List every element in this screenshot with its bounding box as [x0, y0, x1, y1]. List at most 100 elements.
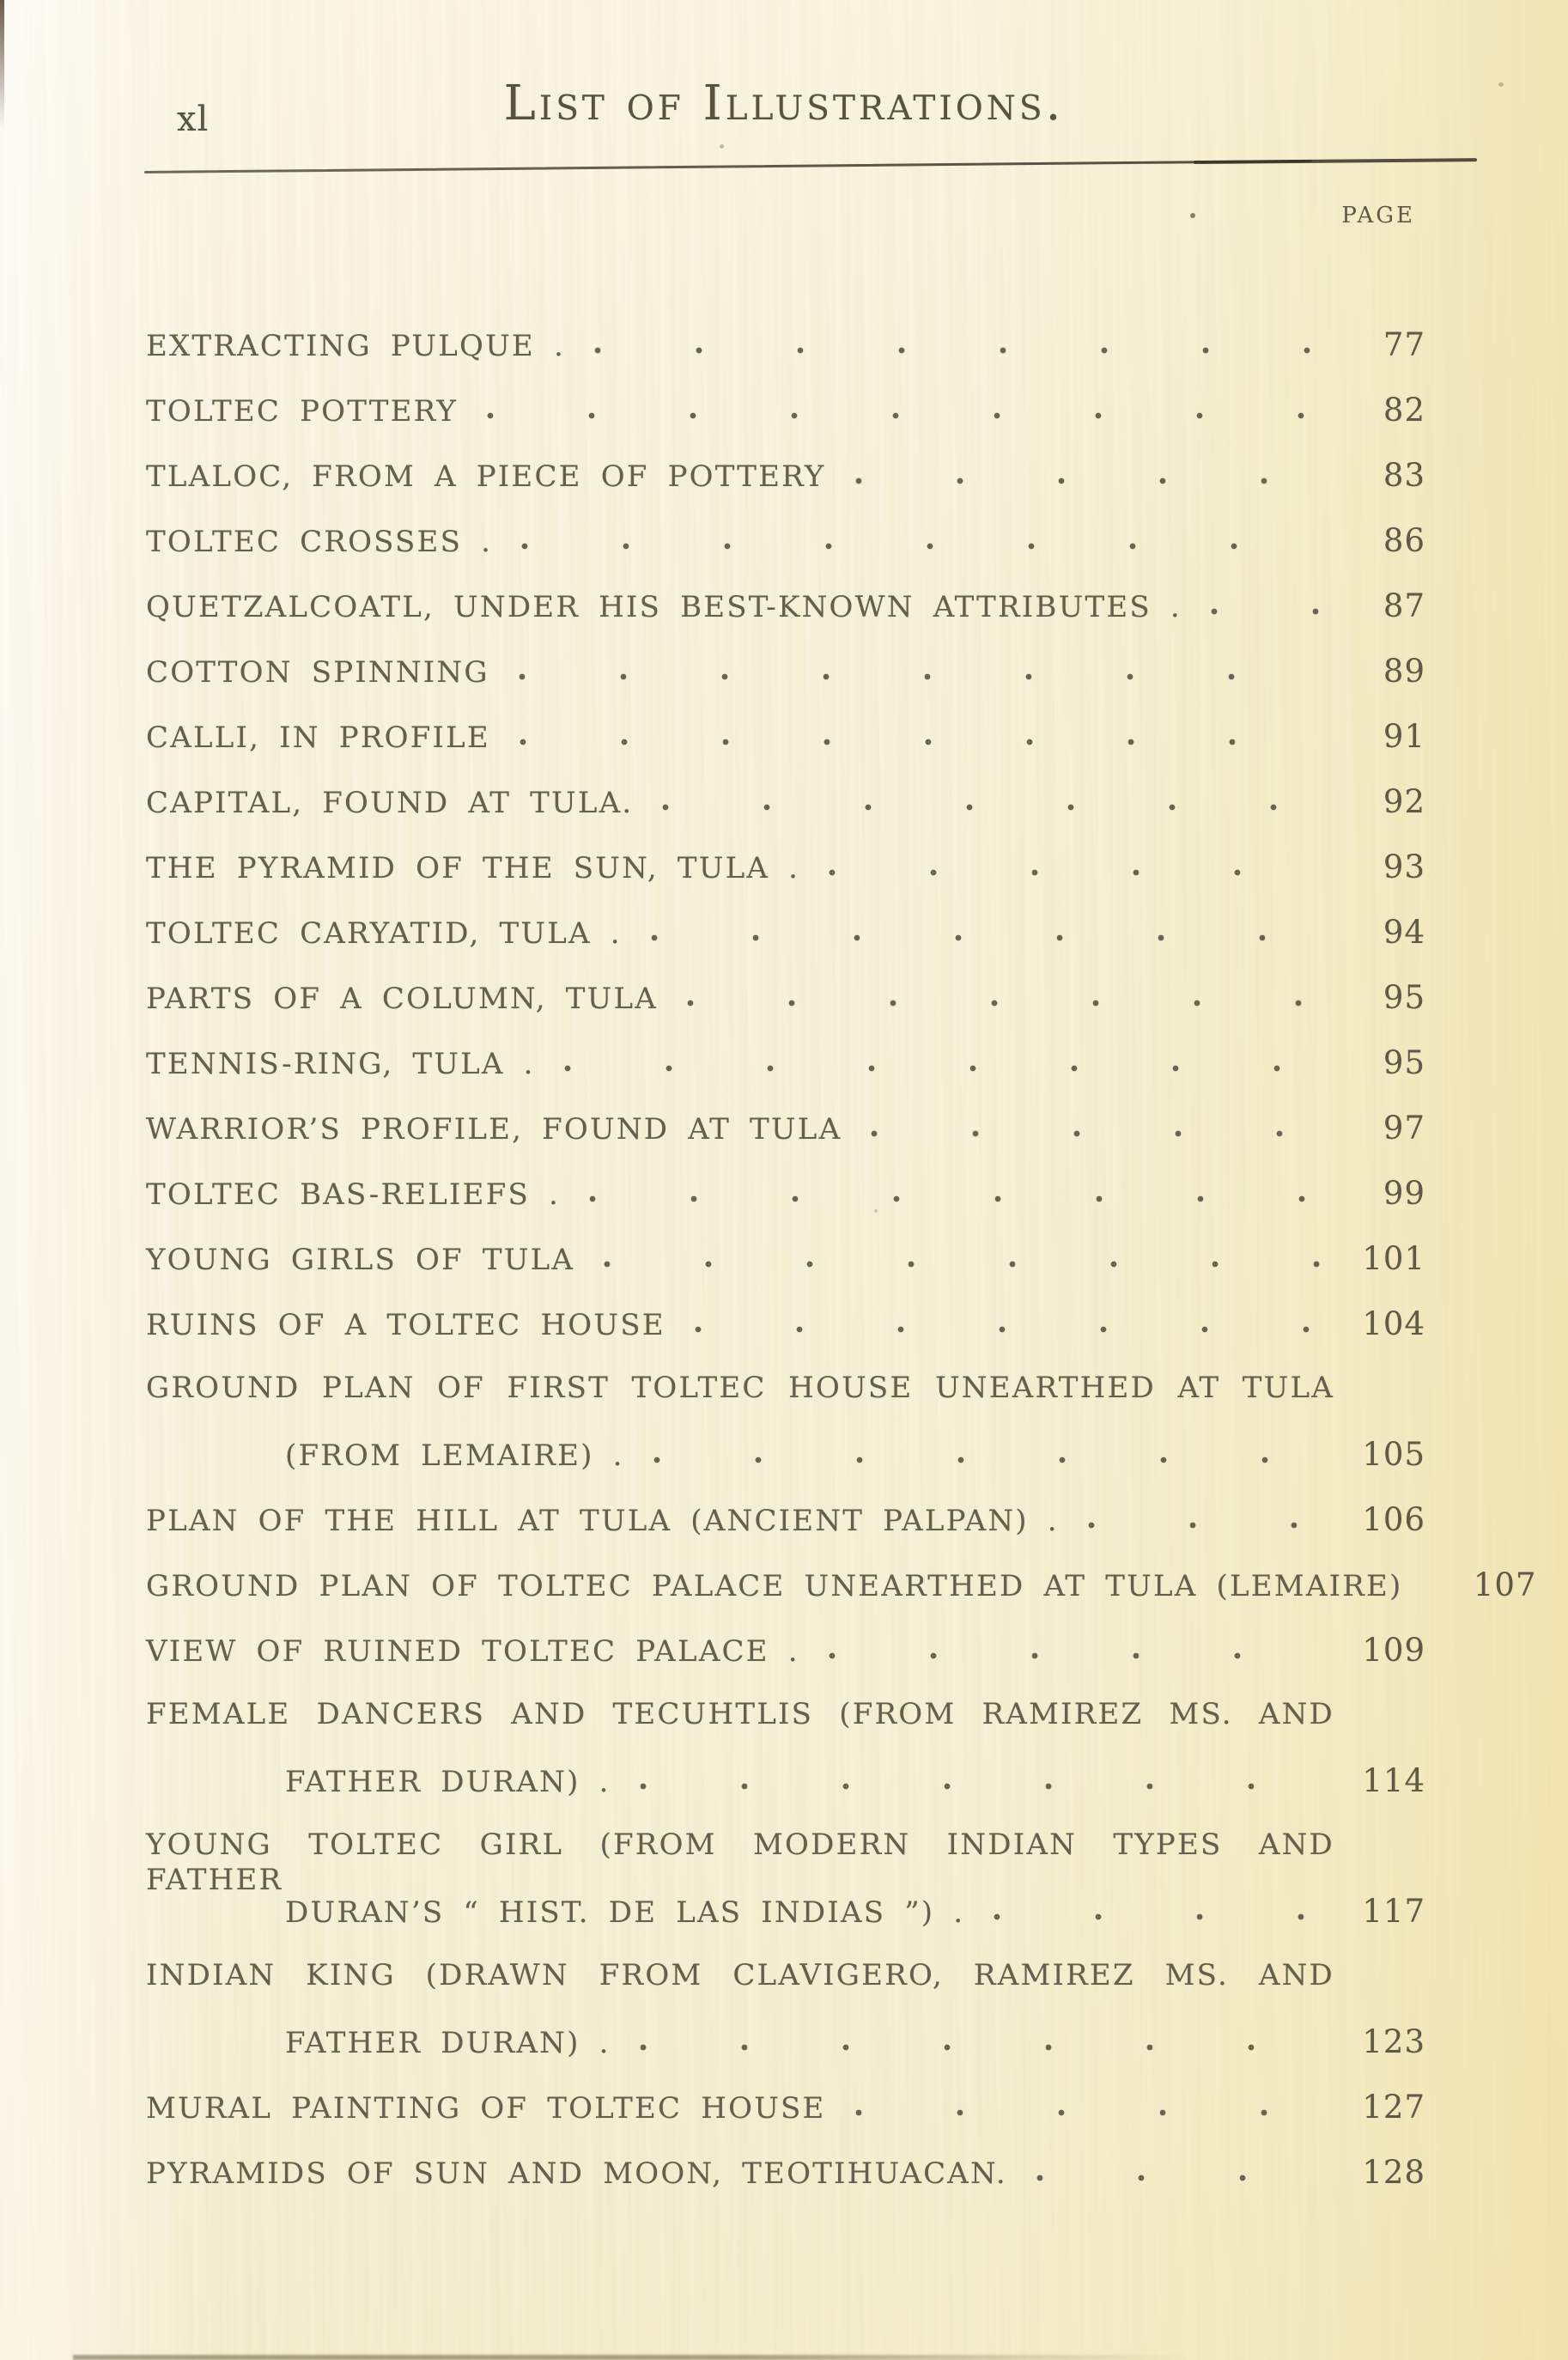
- toc-line-text: THE PYRAMID OF THE SUN, TULA .: [146, 851, 800, 885]
- illustrations-list: EXTRACTING PULQUE . 77 TOLTEC POTTERY 82…: [146, 313, 1536, 2205]
- toc-line: MURAL PAINTING OF TOLTEC HOUSE 127: [146, 2075, 1425, 2140]
- toc-line-page: 105: [1362, 1436, 1425, 1473]
- toc-line-text: CAPITAL, FOUND AT TULA.: [146, 786, 634, 820]
- toc-line-page: 95: [1383, 979, 1425, 1016]
- toc-line-page: 123: [1362, 2023, 1425, 2060]
- toc-line: PYRAMIDS OF SUN AND MOON, TEOTIHUACAN. 1…: [146, 2140, 1425, 2205]
- dot-leader: [1210, 606, 1321, 617]
- dot-leader: [604, 1259, 1321, 1269]
- page-folio-number: xl: [177, 100, 210, 139]
- toc-line-text: FATHER DURAN) .: [285, 1765, 611, 1799]
- toc-line: TOLTEC CROSSES . 86: [146, 508, 1425, 574]
- toc-line-text: TOLTEC CARYATID, TULA .: [146, 916, 622, 951]
- toc-line-text: TOLTEC BAS-RELIEFS .: [146, 1177, 560, 1212]
- toc-line-text: PLAN OF THE HILL AT TULA (ANCIENT PALPAN…: [146, 1504, 1059, 1538]
- toc-line: TENNIS-RING, TULA . 95: [146, 1031, 1425, 1096]
- dot-leader: [563, 1063, 1321, 1074]
- toc-line-page: 83: [1383, 457, 1425, 494]
- toc-line-page: 106: [1362, 1501, 1425, 1538]
- toc-line-text: YOUNG TOLTEC GIRL (FROM MODERN INDIAN TY…: [146, 1828, 1334, 1897]
- toc-line: INDIAN KING (DRAWN FROM CLAVIGERO, RAMIR…: [146, 1944, 1425, 2010]
- toc-line-text: EXTRACTING PULQUE .: [146, 329, 565, 363]
- toc-line-text: CALLI, IN PROFILE: [146, 721, 490, 755]
- dot-leader: [854, 476, 1321, 486]
- toc-line-page: 114: [1362, 1762, 1425, 1799]
- toc-line: VIEW OF RUINED TOLTEC PALACE . 109: [146, 1618, 1425, 1683]
- dot-leader: [589, 1194, 1321, 1204]
- dot-leader: [487, 411, 1321, 421]
- toc-line-text: VIEW OF RUINED TOLTEC PALACE .: [146, 1634, 799, 1669]
- toc-line-page: 89: [1383, 653, 1425, 690]
- dot-leader: [521, 541, 1321, 551]
- toc-line: EXTRACTING PULQUE . 77: [146, 313, 1425, 378]
- scan-edge-artifact: [73, 2355, 1189, 2360]
- dot-leader: [854, 2108, 1321, 2118]
- toc-line: CALLI, IN PROFILE 91: [146, 704, 1425, 769]
- toc-line-text: TLALOC, FROM A PIECE OF POTTERY: [146, 459, 826, 494]
- toc-line: TLALOC, FROM A PIECE OF POTTERY 83: [146, 443, 1425, 508]
- toc-line: TOLTEC POTTERY 82: [146, 378, 1425, 443]
- toc-line-page: 95: [1383, 1044, 1425, 1081]
- dot-leader: [829, 867, 1321, 878]
- page-title: List of Illustrations.: [503, 76, 1065, 131]
- dot-leader: [639, 1781, 1321, 1791]
- toc-line-text: PARTS OF A COLUMN, TULA: [146, 982, 659, 1016]
- toc-line-page: 117: [1362, 1893, 1425, 1930]
- toc-line-text: RUINS OF A TOLTEC HOUSE: [146, 1308, 665, 1342]
- toc-line-page: 97: [1383, 1110, 1425, 1147]
- toc-line-text: GROUND PLAN OF FIRST TOLTEC HOUSE UNEART…: [146, 1371, 1334, 1405]
- dot-leader: [519, 737, 1321, 747]
- dot-leader: [650, 933, 1321, 943]
- toc-line-page: 128: [1362, 2154, 1425, 2191]
- toc-line: TOLTEC CARYATID, TULA . 94: [146, 900, 1425, 965]
- toc-line-page: 101: [1362, 1240, 1425, 1277]
- toc-line-page: 107: [1473, 1566, 1537, 1603]
- toc-line-text: COTTON SPINNING: [146, 655, 489, 690]
- dot-leader: [653, 1455, 1321, 1465]
- toc-line: (FROM LEMAIRE) . 105: [146, 1422, 1425, 1487]
- toc-line: CAPITAL, FOUND AT TULA. 92: [146, 769, 1425, 835]
- scan-edge-artifact: [0, 0, 4, 129]
- toc-line: FATHER DURAN) . 123: [146, 2010, 1425, 2075]
- toc-line-text: (FROM LEMAIRE) .: [285, 1439, 624, 1473]
- paper-speck: [1498, 82, 1504, 87]
- dot-leader: [828, 1651, 1321, 1661]
- toc-line: RUINS OF A TOLTEC HOUSE 104: [146, 1292, 1425, 1357]
- toc-line: YOUNG GIRLS OF TULA 101: [146, 1226, 1425, 1292]
- dot-leader: [639, 2042, 1321, 2053]
- dot-leader: [871, 1128, 1321, 1139]
- header-rule: [143, 159, 1312, 173]
- dot-leader: [694, 1324, 1321, 1335]
- toc-line-page: 99: [1383, 1175, 1425, 1212]
- toc-line-page: 104: [1362, 1305, 1425, 1342]
- toc-line-page: 77: [1383, 326, 1425, 363]
- toc-line-text: TOLTEC POTTERY: [146, 394, 459, 429]
- toc-line: QUETZALCOATL, UNDER HIS BEST-KNOWN ATTRI…: [146, 574, 1425, 639]
- dot-leader: [1036, 2173, 1321, 2183]
- toc-line-page: 86: [1383, 522, 1425, 559]
- dot-leader: [687, 998, 1321, 1008]
- toc-line-text: DURAN’S “ HIST. DE LAS INDIAS ”) .: [285, 1895, 965, 1930]
- dot-leader: [1087, 1520, 1321, 1530]
- toc-line-text: YOUNG GIRLS OF TULA: [146, 1243, 575, 1277]
- toc-line: YOUNG TOLTEC GIRL (FROM MODERN INDIAN TY…: [146, 1814, 1425, 1897]
- paper-speck: [874, 1209, 878, 1213]
- toc-line: GROUND PLAN OF FIRST TOLTEC HOUSE UNEART…: [146, 1357, 1425, 1422]
- toc-line: WARRIOR’S PROFILE, FOUND AT TULA 97: [146, 1096, 1425, 1161]
- paper-speck: [1190, 213, 1195, 218]
- toc-line: FATHER DURAN) . 114: [146, 1749, 1425, 1814]
- toc-line: PARTS OF A COLUMN, TULA 95: [146, 965, 1425, 1031]
- toc-line: COTTON SPINNING 89: [146, 639, 1425, 704]
- toc-line-text: TOLTEC CROSSES .: [146, 525, 493, 559]
- paper-speck: [720, 144, 724, 149]
- toc-line-page: 92: [1383, 783, 1425, 820]
- toc-line-text: QUETZALCOATL, UNDER HIS BEST-KNOWN ATTRI…: [146, 590, 1182, 624]
- toc-line: GROUND PLAN OF TOLTEC PALACE UNEARTHED A…: [146, 1553, 1536, 1618]
- dot-leader: [662, 802, 1321, 812]
- toc-line-text: PYRAMIDS OF SUN AND MOON, TEOTIHUACAN.: [146, 2156, 1007, 2191]
- toc-line-page: 87: [1383, 587, 1425, 624]
- toc-line: FEMALE DANCERS AND TECUHTLIS (FROM RAMIR…: [146, 1683, 1425, 1749]
- toc-line-page: 93: [1383, 849, 1425, 885]
- dot-leader: [593, 345, 1321, 356]
